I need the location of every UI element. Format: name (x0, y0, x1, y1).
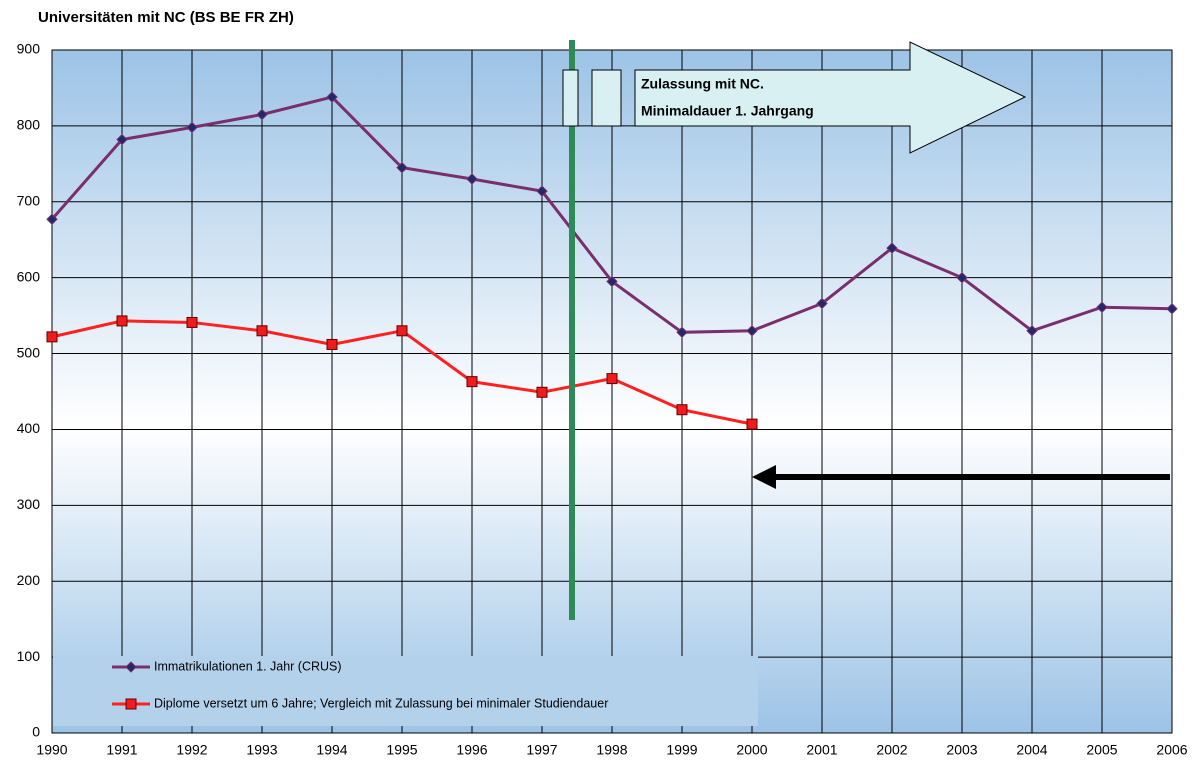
y-tick-label: 100 (17, 648, 41, 664)
y-tick-label: 200 (17, 572, 41, 588)
marker (466, 376, 478, 388)
marker (396, 325, 408, 337)
marker (1026, 325, 1038, 337)
marker (46, 213, 58, 225)
x-tick-label: 1993 (246, 742, 277, 758)
x-tick-label: 1996 (456, 742, 487, 758)
marker (256, 108, 268, 121)
chart-title: Universitäten mit NC (BS BE FR ZH) (38, 9, 294, 26)
y-tick-label: 500 (17, 344, 41, 360)
marker (886, 242, 898, 254)
marker (606, 373, 618, 385)
x-tick-label: 1992 (176, 742, 207, 758)
marker (606, 275, 618, 288)
x-tick-label: 1994 (316, 742, 347, 758)
marker (676, 326, 688, 339)
x-tick-label: 1997 (526, 742, 557, 758)
x-tick-label: 2004 (1016, 742, 1047, 758)
legend-label: Immatrikulationen 1. Jahr (CRUS) (154, 659, 342, 673)
marker (466, 173, 478, 185)
x-tick-label: 2002 (876, 742, 907, 758)
annotation: Zulassung mit NC. (641, 76, 764, 92)
marker (676, 404, 688, 416)
marker (326, 338, 338, 350)
marker (46, 331, 58, 343)
legend-label: Diplome versetzt um 6 Jahre; Vergleich m… (154, 696, 608, 710)
marker (536, 386, 548, 398)
x-tick-label: 2003 (946, 742, 977, 758)
y-tick-label: 900 (17, 41, 41, 57)
annotation-arrow (634, 41, 1027, 154)
legend-marker (125, 661, 137, 673)
marker (1096, 301, 1108, 313)
marker (396, 161, 408, 174)
x-tick-label: 1995 (386, 742, 417, 758)
x-tick-label: 2001 (806, 742, 837, 758)
y-tick-label: 600 (17, 268, 41, 284)
legend-box (53, 656, 758, 726)
marker (816, 297, 828, 310)
marker (536, 185, 548, 197)
y-tick-label: 400 (17, 420, 41, 436)
arrow-block (562, 69, 579, 127)
x-tick-label: 2005 (1086, 742, 1117, 758)
marker (116, 315, 128, 327)
x-tick-label: 1998 (596, 742, 627, 758)
plot-border (51, 49, 1173, 734)
marker (186, 316, 198, 328)
marker (116, 133, 128, 146)
marker (186, 121, 198, 134)
x-tick-label: 2006 (1156, 742, 1187, 758)
arrow-block (591, 69, 622, 127)
y-tick-label: 700 (17, 192, 41, 208)
annotation: Minimaldauer 1. Jahrgang (641, 103, 814, 119)
y-tick-label: 0 (32, 724, 40, 740)
marker (746, 418, 758, 430)
marker (326, 91, 338, 103)
black-arrow-head (752, 465, 776, 489)
x-tick-label: 1990 (36, 742, 67, 758)
marker (1166, 303, 1178, 315)
x-tick-label: 1999 (666, 742, 697, 758)
y-tick-label: 300 (17, 496, 41, 512)
y-tick-label: 800 (17, 117, 41, 133)
marker (956, 271, 968, 284)
x-tick-label: 1991 (106, 742, 137, 758)
marker (256, 325, 268, 337)
x-tick-label: 2000 (736, 742, 767, 758)
legend-marker (125, 698, 137, 710)
marker (746, 325, 758, 337)
